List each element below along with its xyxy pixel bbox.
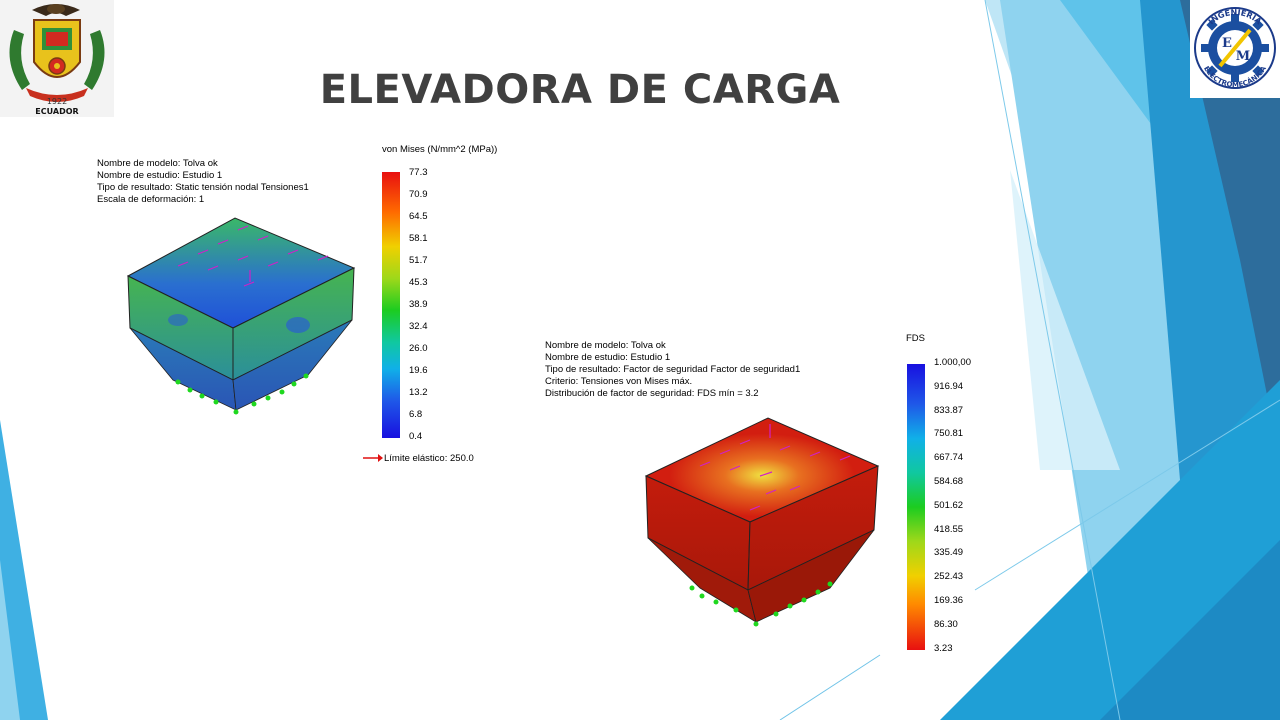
logo-year-text: 1922 [47, 97, 67, 106]
study2-info: Nombre de modelo: Tolva ok Nombre de est… [545, 340, 800, 400]
stress-tick: 64.5 [409, 211, 428, 222]
stress-tick: 6.8 [409, 409, 423, 420]
stress-tick: 45.3 [409, 277, 428, 288]
fds-tick: 916.94 [934, 380, 964, 392]
stress-tick: 32.4 [409, 321, 428, 332]
stress-tick: 19.6 [409, 365, 428, 376]
fds-tick: 667.74 [934, 452, 964, 464]
logo-letter-e: E [1222, 36, 1232, 51]
fds-tick: 501.62 [934, 499, 964, 511]
fds-tick: 169.36 [934, 595, 964, 606]
yield-arrow-icon [363, 454, 383, 462]
study2-info-line: Criterio: Tensiones von Mises máx. [545, 376, 693, 387]
study1-info: Nombre de modelo: Tolva ok Nombre de est… [97, 158, 309, 206]
fds-tick: 584.68 [934, 476, 964, 487]
stress-colorbar [382, 172, 400, 438]
fds-tick: 750.81 [934, 428, 964, 440]
stress-hopper-model [126, 217, 356, 415]
stress-tick: 26.0 [409, 343, 428, 354]
logo-letter-m: M [1236, 49, 1250, 64]
fds-tick: 86.30 [934, 618, 958, 630]
coat-of-arms-logo: 1922 ECUADOR [0, 0, 114, 117]
fds-tick: 1.000,00 [934, 357, 971, 368]
fds-legend-title: FDS [906, 333, 925, 344]
logo-country-text: ECUADOR [35, 107, 78, 116]
fds-tick: 335.49 [934, 547, 964, 559]
slide-title: ELEVADORA DE CARGA [319, 66, 841, 113]
study1-info-line: Tipo de resultado: Static tensión nodal … [97, 182, 309, 193]
yield-strength-label: Límite elástico: 250.0 [384, 453, 474, 464]
fds-colorbar [907, 364, 925, 650]
stress-tick: 51.7 [409, 255, 428, 266]
stress-tick: 0.4 [409, 431, 423, 442]
study1-info-line: Nombre de estudio: Estudio 1 [97, 170, 223, 181]
engineering-gear-logo: E M INGENIERÍA ELECTROMECÁNICA [1190, 0, 1280, 98]
stress-tick: 58.1 [409, 233, 428, 244]
study2-info-line: Nombre de modelo: Tolva ok [545, 340, 666, 351]
safety-factor-hopper-model [644, 417, 880, 627]
study2-info-line: Tipo de resultado: Factor de seguridad F… [545, 364, 801, 375]
fds-tick: 833.87 [934, 404, 964, 416]
stress-tick: 38.9 [409, 299, 428, 310]
study2-info-line: Nombre de estudio: Estudio 1 [545, 352, 671, 363]
fds-tick: 252.43 [934, 571, 964, 583]
fds-tick: 418.55 [934, 523, 964, 535]
study1-info-line: Escala de deformación: 1 [97, 194, 205, 205]
stress-legend-title: von Mises (N/mm^2 (MPa)) [382, 144, 498, 155]
fds-tick: 3.23 [934, 642, 953, 654]
stress-tick: 70.9 [409, 189, 428, 200]
stress-tick: 77.3 [409, 167, 428, 178]
study2-info-line: Distribución de factor de seguridad: FDS… [545, 388, 759, 399]
stress-tick: 13.2 [409, 387, 428, 398]
study1-info-line: Nombre de modelo: Tolva ok [97, 158, 218, 169]
